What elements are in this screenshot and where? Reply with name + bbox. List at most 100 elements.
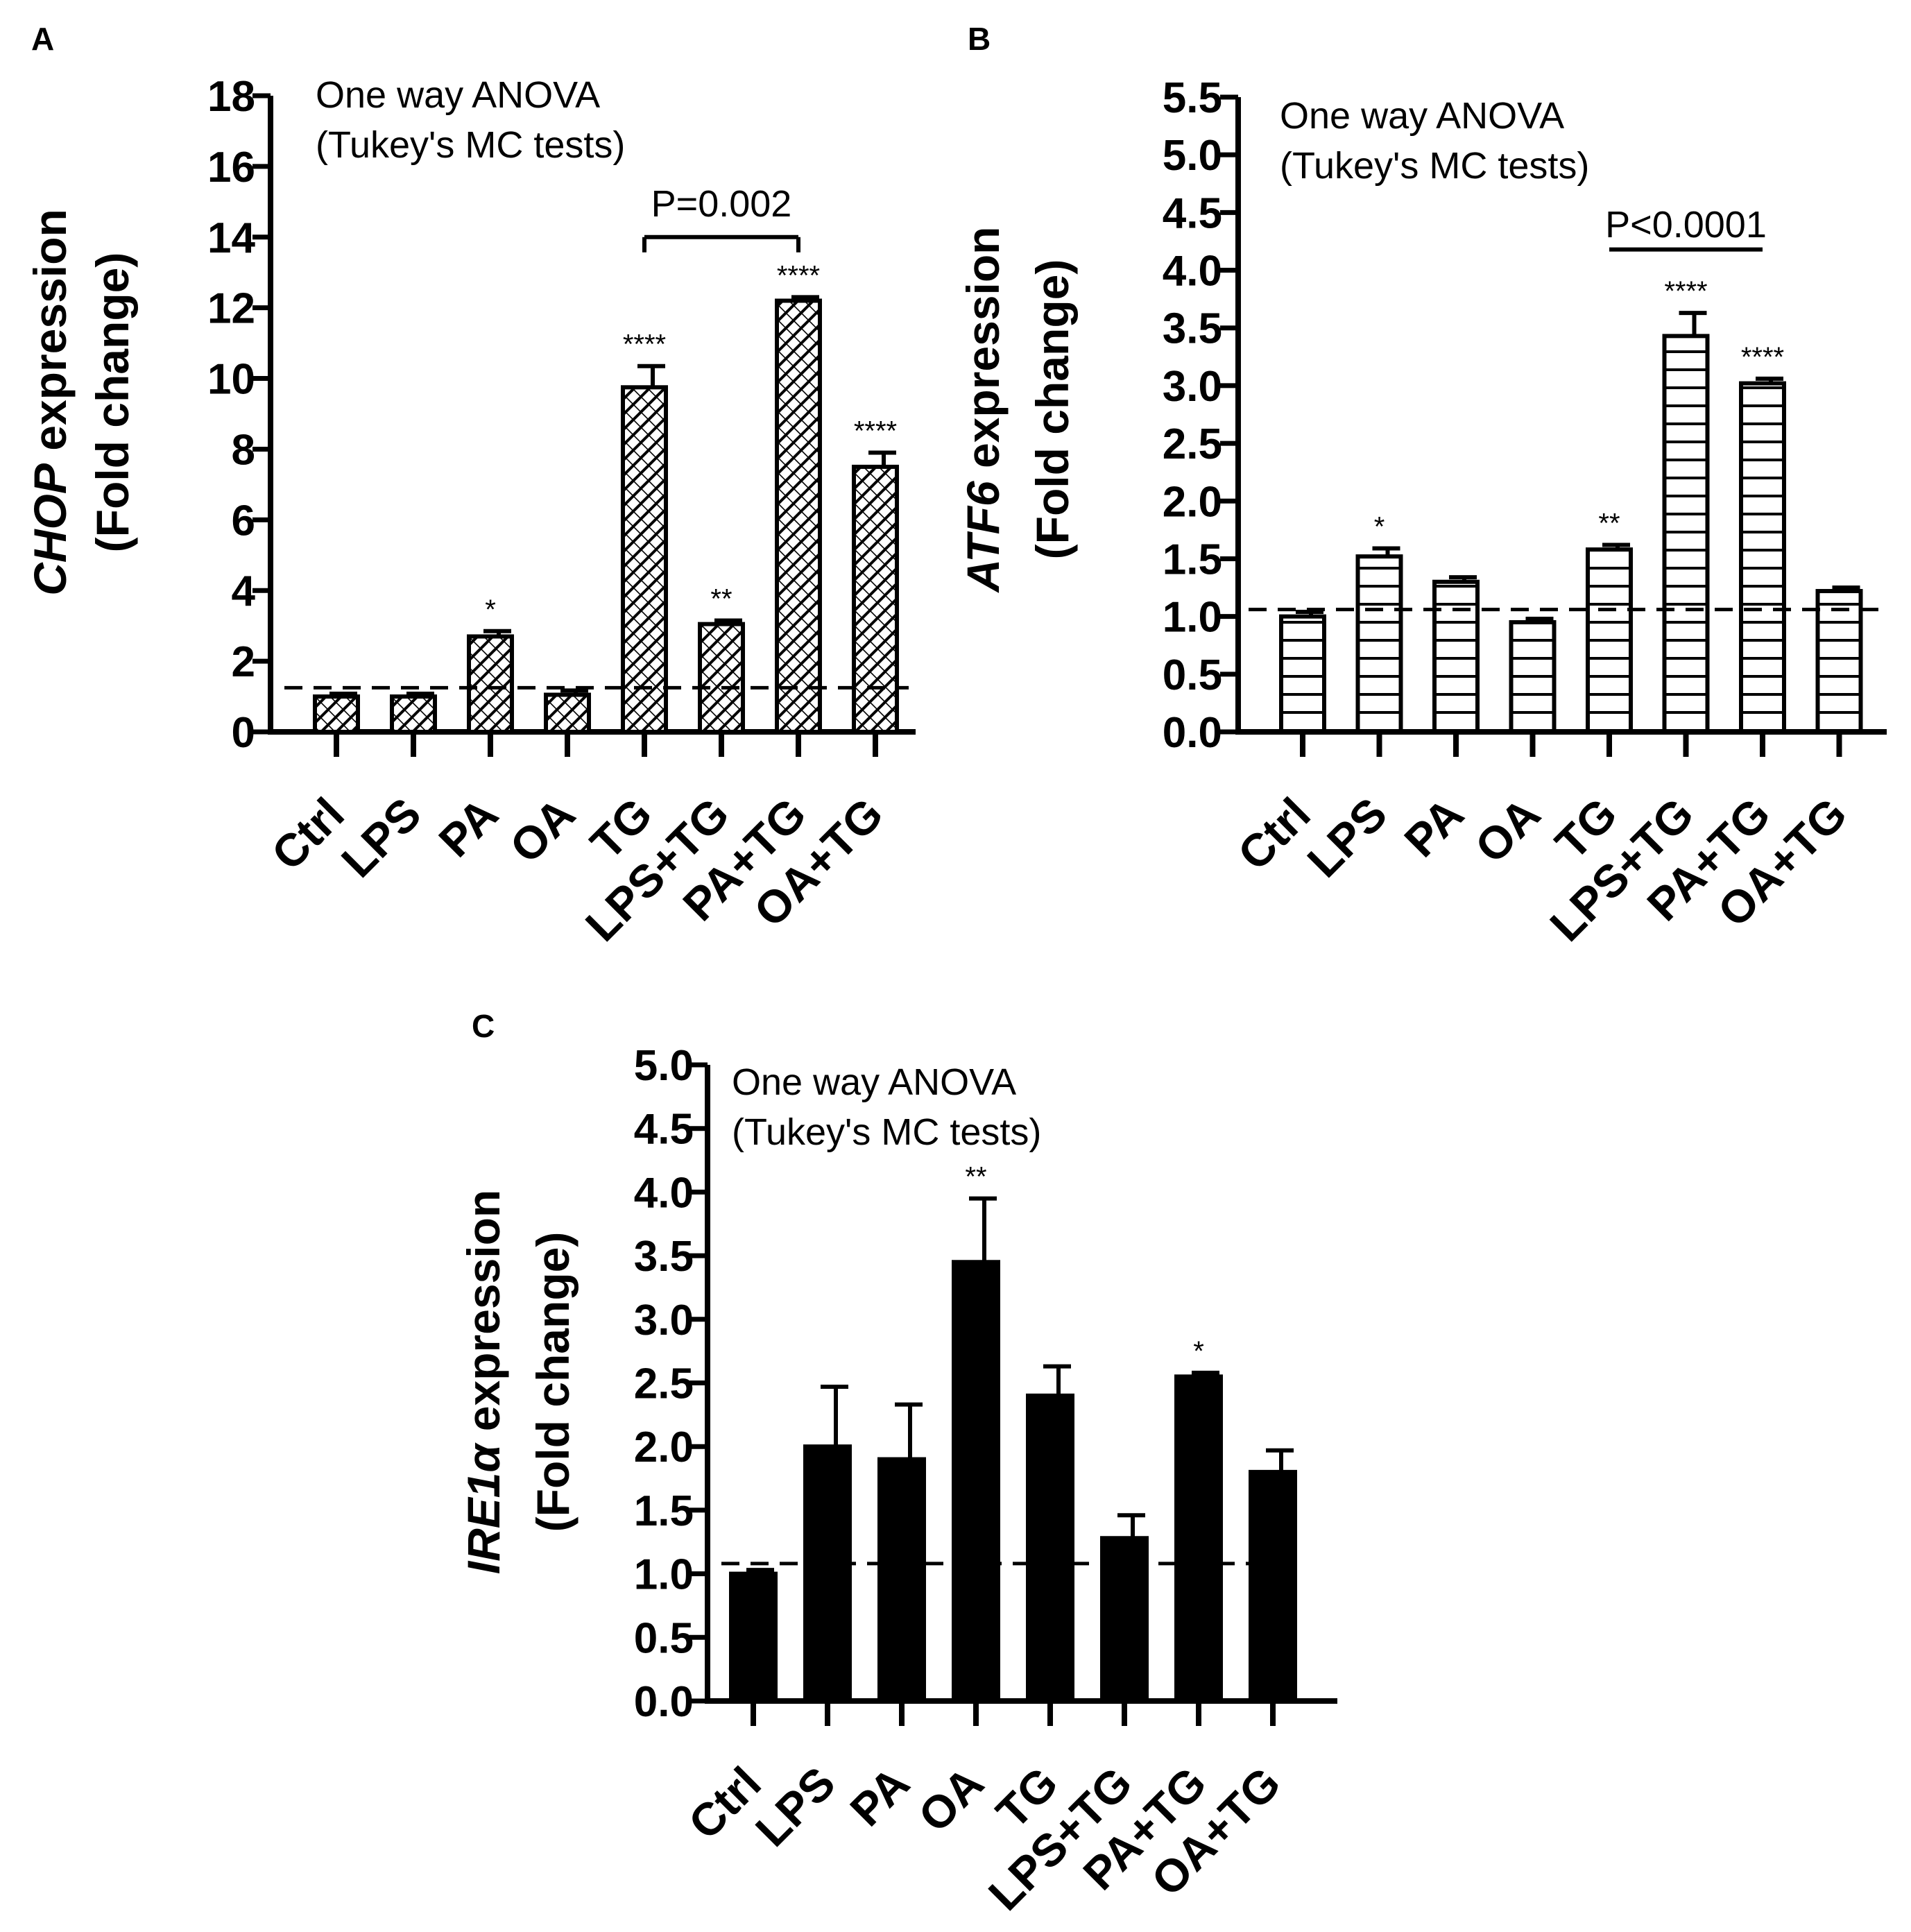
annotation-b: (Tukey's MC tests) [1280,145,1589,187]
significance-b: * [1374,511,1385,542]
bar-c [1026,1393,1074,1703]
comparison-label-a: P=0.002 [651,183,792,225]
significance-c: ** [965,1162,986,1192]
bar-b [1815,589,1863,735]
y-tick-label-b: 1.0 [1163,594,1222,642]
y-tick-label-c: 0.5 [634,1614,694,1662]
y-tick-label-b: 0.5 [1163,651,1222,699]
y-tick-label-c: 3.0 [634,1297,694,1344]
bar-c [877,1457,926,1704]
y-tick-label-a: 14 [207,214,255,262]
y-tick-label-b: 3.5 [1163,305,1222,353]
significance-a: **** [777,260,820,291]
y-axis-label-b: ATF6 expression [957,227,1009,594]
category-label-b: PA [1394,788,1473,867]
y-tick-label-a: 2 [232,638,255,686]
bar-b [1509,619,1557,734]
y-tick-label-b: 3.0 [1163,363,1222,411]
y-tick-label-a: 4 [232,567,256,615]
bar-a [698,622,745,734]
annotation-c: One way ANOVA [732,1061,1016,1103]
panel-b: B 0.0 0.5 1.0 1.5 2.0 2.5 3.0 3.5 4.0 4.5 5.0 5.5 AT… [957,21,1887,951]
comparison-label-b: P<0.0001 [1605,204,1767,246]
category-label-b: Ctrl [1228,788,1320,880]
y-tick-label-b: 0.0 [1163,709,1222,757]
y-tick-label-a: 12 [207,285,255,333]
y-axis-label-rest-c: expression [458,1190,509,1444]
y-axis-label-rest-a: expression [24,209,76,463]
y-axis-label-c: IRE1α expression [458,1190,509,1575]
category-label-c: OA [909,1757,993,1842]
category-label-b: OA [1465,788,1550,873]
bar-a [390,694,437,734]
significance-c: * [1193,1336,1204,1367]
significance-a: **** [854,416,897,447]
bar-a [467,634,514,735]
panel-c: C 0.0 0.5 1.0 1.5 2.0 2.5 3.0 3.5 4.0 4.5 5.0 IRE1α… [458,1008,1337,1920]
y-tick-label-a: 18 [207,73,255,121]
y-tick-label-c: 4.5 [634,1106,694,1154]
significance-b: **** [1741,342,1784,373]
annotation-a: One way ANOVA [316,74,600,116]
y-tick-label-a: 16 [207,144,255,191]
y-tick-label-c: 1.0 [634,1551,694,1599]
significance-b: **** [1664,276,1707,307]
bar-b [1355,554,1403,734]
category-label-a: PA [429,788,508,867]
bar-a [313,694,360,734]
panel-letter-c: C [472,1008,495,1044]
annotation-c: (Tukey's MC tests) [732,1111,1041,1153]
y-tick-label-a: 6 [232,497,255,545]
bar-b [1586,547,1633,734]
y-axis-label-line2-c: (Fold change) [527,1232,579,1532]
y-tick-label-a: 10 [207,356,255,404]
y-tick-label-a: 8 [232,426,255,474]
category-label-c: LPS [746,1757,845,1856]
panel-a: A 0 2 4 6 8 10 12 14 16 18 CHOP expression (Fold ch… [24,21,916,951]
bar-c [952,1260,1000,1703]
bar-b [1739,381,1786,735]
y-axis-label-gene-c: IRE1α [458,1442,509,1575]
y-tick-label-b: 4.5 [1163,189,1222,237]
y-tick-label-a: 0 [232,709,255,757]
y-tick-label-b: 4.0 [1163,248,1222,296]
bar-a [852,464,899,735]
bar-b [1662,334,1710,734]
significance-a: ** [710,584,732,615]
y-axis-label-rest-b: expression [957,227,1009,481]
y-axis-label-gene-a: CHOP [24,463,76,596]
y-tick-label-c: 5.0 [634,1042,694,1090]
bar-a [621,385,668,735]
bar-c [1249,1469,1297,1703]
category-label-c: Ctrl [678,1757,771,1849]
bar-b [1432,579,1480,735]
significance-b: ** [1598,508,1620,538]
y-tick-label-b: 5.0 [1163,132,1222,180]
y-tick-label-b: 2.0 [1163,478,1222,526]
bar-c [803,1444,852,1703]
y-tick-label-c: 3.5 [634,1233,694,1281]
y-axis-label-gene-b: ATF6 [957,480,1009,593]
y-tick-label-b: 2.5 [1163,420,1222,468]
y-tick-label-c: 2.5 [634,1360,694,1408]
bar-a [544,692,591,735]
y-tick-label-b: 5.5 [1163,74,1222,122]
y-tick-label-b: 1.5 [1163,536,1222,583]
y-axis-label-a: CHOP expression [24,209,76,596]
category-label-c: PA [840,1757,919,1836]
category-label-b: LPS [1297,788,1396,887]
panel-letter-a: A [31,21,54,57]
bar-c [1174,1374,1223,1703]
y-tick-label-c: 0.0 [634,1678,694,1726]
annotation-b: One way ANOVA [1280,95,1564,137]
panel-letter-b: B [968,21,991,57]
significance-a: * [485,595,496,625]
annotation-a: (Tukey's MC tests) [316,124,625,166]
category-label-a: OA [500,788,585,873]
y-axis-label-line2-b: (Fold change) [1027,259,1078,560]
bar-c [729,1571,778,1704]
category-label-a: Ctrl [262,788,354,880]
y-tick-label-c: 2.0 [634,1424,694,1471]
y-axis-label-line2-a: (Fold change) [87,253,138,553]
